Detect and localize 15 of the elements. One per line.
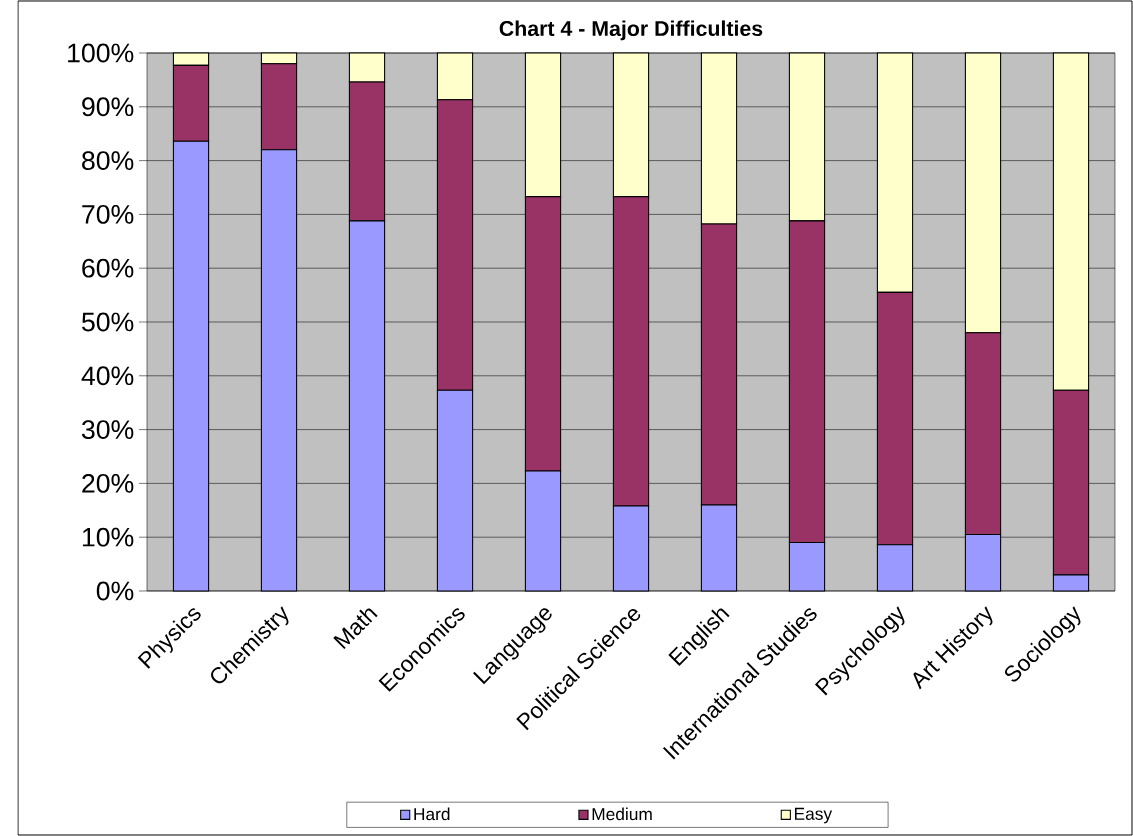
y-tick-label: 40%	[81, 366, 134, 386]
y-tick-label: 0%	[96, 581, 134, 601]
y-tick-label: 80%	[82, 151, 134, 171]
legend-label: Easy	[794, 807, 833, 824]
y-tick-label: 50%	[81, 312, 134, 332]
y-tick-label: 60%	[82, 258, 134, 278]
legend-label: Hard	[414, 807, 450, 821]
y-tick-label: 20%	[82, 473, 134, 493]
legend-label: Medium	[592, 807, 652, 821]
y-tick-label: 30%	[81, 420, 134, 440]
chart-title: Chart 4 - Major Difficulties	[499, 20, 763, 41]
y-tick-label: 70%	[82, 204, 134, 224]
y-tick-label: 10%	[82, 527, 134, 547]
y-tick-label: 100%	[68, 43, 134, 63]
y-tick-label: 90%	[82, 97, 134, 117]
